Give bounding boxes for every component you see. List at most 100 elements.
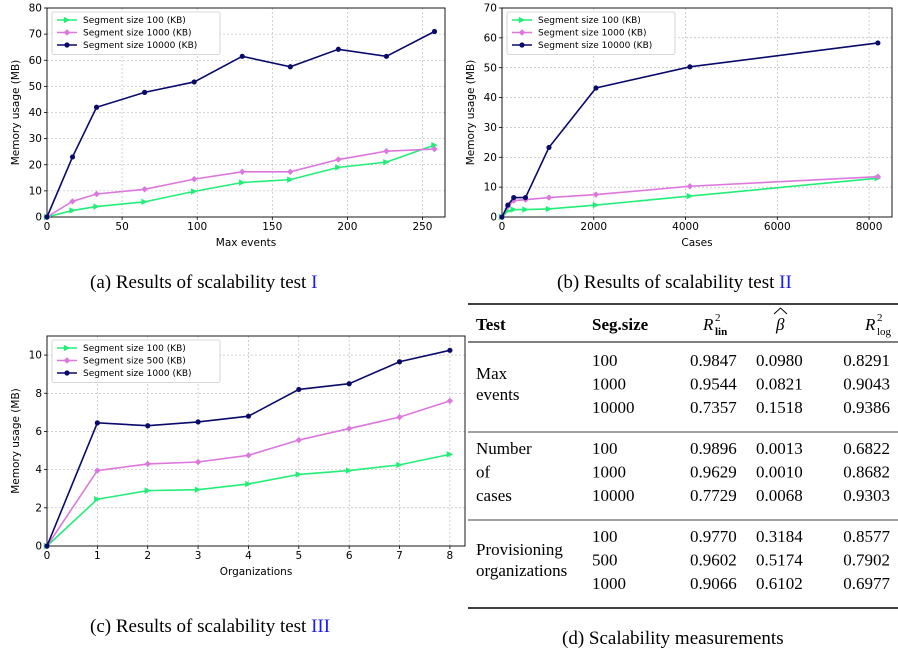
data-point (545, 194, 553, 201)
legend-marker (64, 370, 70, 376)
series-line-1 (46, 144, 435, 218)
data-point (190, 188, 198, 195)
data-point (345, 425, 353, 432)
data-point (190, 175, 198, 183)
cell-seg-size: 1000 (592, 574, 626, 593)
x-axis-label: Cases (681, 237, 712, 249)
data-point (431, 141, 438, 149)
legend-box (51, 11, 221, 55)
caption-d: (d) Scalability measurements (562, 628, 784, 649)
data-point (69, 198, 76, 205)
y-tick-label: 60 (29, 55, 42, 67)
cell-beta: 0.3184 (756, 527, 803, 546)
scalability-table: Test Seg.size R 2 lin β R 2 log 100 0.9847 0.0980 0.… (468, 300, 898, 612)
x-tick-label: 0 (499, 221, 506, 233)
y-tick-label: 20 (29, 159, 42, 171)
data-point (93, 190, 100, 198)
data-point (245, 480, 252, 488)
data-point (245, 413, 252, 419)
x-axis-label: Organizations (220, 566, 293, 578)
y-axis-label: Memory usage (MB) (10, 388, 22, 494)
data-point (239, 53, 245, 59)
header-rlin-sup: 2 (715, 312, 721, 324)
header-rlog-sup: 2 (877, 312, 883, 324)
cell-rlin: 0.9629 (690, 463, 737, 482)
data-point (499, 214, 505, 220)
x-tick-label: 0 (44, 550, 51, 562)
header-rlog-sub: log (877, 326, 892, 338)
series-line-2 (46, 148, 435, 218)
data-point (335, 164, 342, 171)
legend-label: Segment size 1000 (KB) (83, 369, 192, 379)
data-point (396, 461, 403, 469)
legend-label: Segment size 1000 (KB) (83, 29, 192, 39)
cell-rlog: 0.6977 (843, 574, 890, 593)
data-point (592, 191, 600, 198)
cell-rlog: 0.8577 (843, 527, 890, 546)
legend-label: Segment size 100 (KB) (538, 16, 641, 26)
y-tick-label: 20 (484, 152, 497, 164)
data-point (287, 176, 294, 183)
y-tick-label: 50 (484, 62, 497, 74)
data-point (69, 154, 76, 160)
cell-rlog: 0.8291 (843, 351, 890, 370)
data-point (94, 420, 100, 426)
cell-seg-size: 100 (592, 439, 618, 458)
cell-seg-size: 10000 (592, 398, 635, 417)
cell-seg-size: 1000 (592, 463, 626, 482)
header-seg-size: Seg.size (592, 315, 649, 334)
cell-rlin: 0.9896 (690, 439, 737, 458)
plot-frame (501, 7, 893, 218)
data-point (383, 147, 390, 155)
data-point (69, 207, 76, 214)
cell-rlin: 0.9602 (690, 551, 737, 570)
data-point (239, 179, 246, 186)
data-point (383, 53, 390, 59)
data-point (295, 471, 303, 478)
cell-rlog: 0.9043 (843, 375, 890, 394)
legend-label: Segment size 100 (KB) (83, 16, 186, 26)
x-tick-label: 200 (337, 221, 357, 233)
data-point (383, 158, 390, 166)
data-point (335, 156, 342, 163)
data-point (141, 186, 148, 193)
y-tick-label: 10 (484, 182, 497, 194)
data-point (239, 168, 246, 176)
cell-beta: 0.0010 (756, 463, 803, 482)
y-tick-label: 0 (35, 541, 42, 553)
group-label: cases (476, 486, 512, 505)
group-label: Provisioning (476, 540, 563, 559)
x-tick-label: 100 (187, 221, 207, 233)
cell-seg-size: 1000 (592, 375, 626, 394)
data-point (446, 451, 454, 458)
cell-beta: 0.0013 (756, 439, 803, 458)
x-axis-label: Max events (216, 237, 276, 249)
y-tick-label: 0 (490, 212, 497, 224)
data-point (511, 194, 517, 201)
y-axis-label: Memory usage (MB) (10, 60, 22, 166)
cell-rlog: 0.8682 (843, 463, 890, 482)
cell-seg-size: 10000 (592, 486, 635, 505)
cell-beta: 0.0980 (756, 351, 803, 370)
cell-beta: 0.6102 (756, 574, 803, 593)
y-tick-label: 80 (29, 3, 42, 15)
data-point (195, 419, 201, 425)
group-label: organizations (476, 561, 567, 580)
cell-rlin: 0.9770 (690, 527, 737, 546)
legend-label: Segment size 10000 (KB) (538, 41, 652, 51)
y-tick-label: 70 (29, 29, 42, 41)
legend-marker (63, 16, 71, 24)
x-tick-label: 0 (44, 221, 51, 233)
y-tick-label: 0 (35, 212, 42, 224)
x-tick-label: 5 (295, 550, 302, 562)
legend-marker (64, 42, 70, 48)
x-tick-label: 8 (447, 550, 454, 562)
data-point (287, 168, 294, 176)
y-tick-label: 60 (484, 32, 497, 44)
data-point (194, 458, 202, 466)
y-tick-label: 40 (484, 92, 497, 104)
group-label: events (476, 385, 519, 404)
header-rlin-sub: lin (715, 326, 727, 338)
data-point (431, 145, 438, 153)
caption-a: (a) Results of scalability test I (90, 272, 318, 293)
